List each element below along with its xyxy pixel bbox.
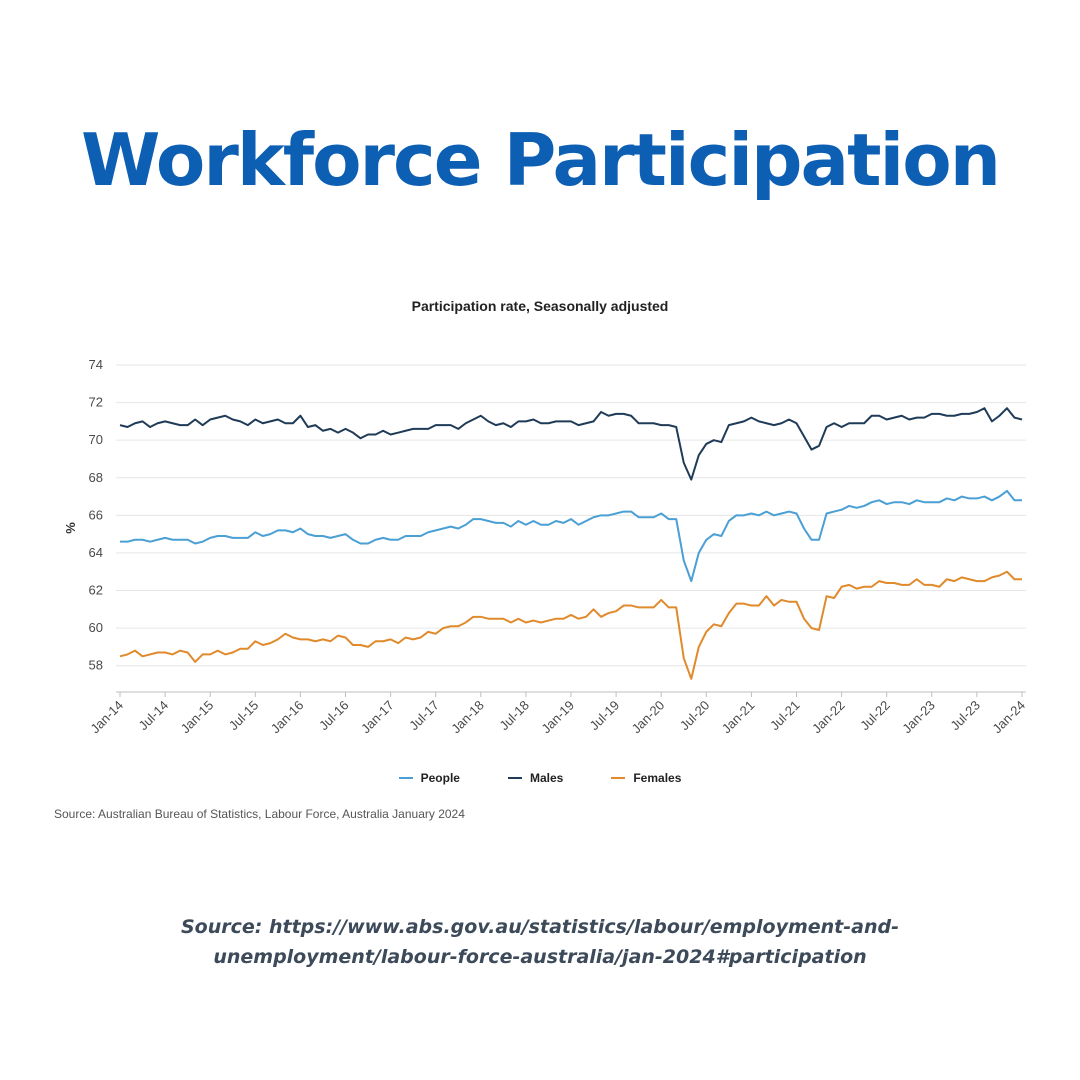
legend-label-females: Females [633,771,682,785]
series-lines [119,407,1023,680]
x-tick-label: Jul-18 [496,698,532,734]
x-tick-label: Jul-14 [136,698,172,734]
x-tick-label: Jan-20 [629,698,668,737]
y-tick-label: 66 [89,507,103,522]
y-tick-label: 62 [89,583,103,598]
y-tick-label: 60 [89,620,103,635]
y-tick-label: 68 [89,470,103,485]
footer-source-line-1: Source: https://www.abs.gov.au/statistic… [181,916,899,938]
x-tick-label: Jan-24 [989,698,1028,737]
x-tick-label: Jan-16 [268,698,307,737]
x-tick-label: Jul-16 [316,698,352,734]
chart-title: Participation rate, Seasonally adjusted [411,298,669,314]
y-axis-ticks: 58 60 62 64 66 68 70 72 74 [89,357,103,673]
y-tick-label: 74 [89,357,103,372]
series-line-males [119,407,1023,481]
gridlines [116,364,1026,693]
legend-swatch-females [611,777,626,779]
y-axis-label: % [63,522,78,534]
x-tick-label: Jul-17 [406,698,442,734]
legend-swatch-males [507,777,522,779]
x-tick-label: Jan-17 [358,698,397,737]
x-tick-label: Jul-20 [677,698,713,734]
x-tick-label: Jul-22 [857,698,893,734]
legend-label-males: Males [529,771,564,785]
x-tick-label: Jan-19 [538,698,577,737]
x-tick-label: Jan-14 [87,698,126,737]
x-tick-label: Jan-22 [809,698,848,737]
x-tick-label: Jan-21 [719,698,758,737]
x-tick-label: Jan-23 [899,698,938,737]
footer-source: Source: https://www.abs.gov.au/statistic… [0,912,1080,972]
x-axis-ticks: Jan-14 Jul-14 Jan-15 Jul-15 Jan-16 Jul-16 Jan-… [87,692,1028,736]
legend-item-females: Females [611,771,681,785]
legend-label-people: People [420,771,460,785]
page-title: Workforce Participation [81,118,1001,202]
x-tick-label: Jul-15 [226,698,262,734]
footer-source-line-2: unemployment/labour-force-australia/jan-… [213,946,867,968]
y-tick-label: 70 [89,432,103,447]
x-tick-label: Jul-23 [947,698,983,734]
x-tick-label: Jan-18 [448,698,487,737]
legend-swatch-people [398,777,413,779]
chart-source-note: Source: Australian Bureau of Statistics,… [54,807,465,821]
y-tick-label: 64 [89,545,103,560]
series-line-people [120,489,1022,583]
x-tick-label: Jul-21 [767,698,803,734]
series-line-females [119,570,1022,680]
legend-item-people: People [398,771,460,785]
x-tick-label: Jan-15 [178,698,217,737]
legend-item-males: Males [507,771,564,785]
chart-legend: People Males Females [0,771,1080,785]
y-tick-label: 72 [89,395,103,410]
x-tick-label: Jul-19 [587,698,623,734]
y-tick-label: 58 [89,658,103,673]
